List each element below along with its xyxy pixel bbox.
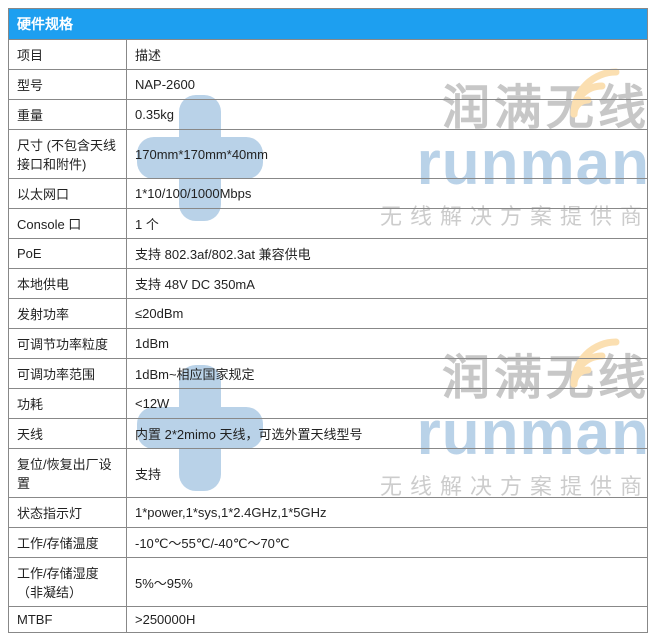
spec-value: 1*10/100/1000Mbps <box>127 179 648 209</box>
table-row: MTBF>250000H <box>9 607 648 633</box>
table-row: 以太网口1*10/100/1000Mbps <box>9 179 648 209</box>
spec-label: 型号 <box>9 70 127 100</box>
col-value: 描述 <box>127 40 648 70</box>
spec-label: 以太网口 <box>9 179 127 209</box>
table-row: 本地供电支持 48V DC 350mA <box>9 269 648 299</box>
spec-value: <12W <box>127 389 648 419</box>
spec-value: 1dBm <box>127 329 648 359</box>
spec-value: 支持 802.3af/802.3at 兼容供电 <box>127 239 648 269</box>
spec-label: 功耗 <box>9 389 127 419</box>
spec-label: 复位/恢复出厂设置 <box>9 449 127 498</box>
table-row: 功耗<12W <box>9 389 648 419</box>
spec-value: 1dBm~相应国家规定 <box>127 359 648 389</box>
spec-label: 状态指示灯 <box>9 498 127 528</box>
table-row: 复位/恢复出厂设置支持 <box>9 449 648 498</box>
spec-value: 1 个 <box>127 209 648 239</box>
spec-value: 0.35kg <box>127 100 648 130</box>
spec-value: NAP-2600 <box>127 70 648 100</box>
spec-label: Console 口 <box>9 209 127 239</box>
table-row: 工作/存储湿度（非凝结）5%～95% <box>9 558 648 607</box>
table-row: PoE支持 802.3af/802.3at 兼容供电 <box>9 239 648 269</box>
spec-label: 重量 <box>9 100 127 130</box>
table-row: 尺寸 (不包含天线接口和附件)170mm*170mm*40mm <box>9 130 648 179</box>
table-row: 天线 内置 2*2mimo 天线，可选外置天线型号 <box>9 419 648 449</box>
table-header-row: 硬件规格 <box>9 9 648 40</box>
table-row: 重量0.35kg <box>9 100 648 130</box>
spec-label: 可调节功率粒度 <box>9 329 127 359</box>
spec-label: 天线 <box>9 419 127 449</box>
spec-value: 支持 <box>127 449 648 498</box>
spec-value: -10℃～55℃/-40℃～70℃ <box>127 528 648 558</box>
spec-label: MTBF <box>9 607 127 633</box>
spec-label: 尺寸 (不包含天线接口和附件) <box>9 130 127 179</box>
table-row: 型号NAP-2600 <box>9 70 648 100</box>
table-row: 项目 描述 <box>9 40 648 70</box>
spec-label: 发射功率 <box>9 299 127 329</box>
spec-label: 工作/存储温度 <box>9 528 127 558</box>
hardware-spec-table: 硬件规格 项目 描述 型号NAP-2600重量0.35kg尺寸 (不包含天线接口… <box>8 8 648 633</box>
spec-label: 可调功率范围 <box>9 359 127 389</box>
spec-value: 170mm*170mm*40mm <box>127 130 648 179</box>
spec-value: >250000H <box>127 607 648 633</box>
table-row: Console 口1 个 <box>9 209 648 239</box>
spec-value: ≤20dBm <box>127 299 648 329</box>
spec-label: PoE <box>9 239 127 269</box>
table-row: 状态指示灯1*power,1*sys,1*2.4GHz,1*5GHz <box>9 498 648 528</box>
spec-value: 支持 48V DC 350mA <box>127 269 648 299</box>
table-row: 可调节功率粒度1dBm <box>9 329 648 359</box>
table-row: 工作/存储温度 -10℃～55℃/-40℃～70℃ <box>9 528 648 558</box>
spec-label: 工作/存储湿度（非凝结） <box>9 558 127 607</box>
spec-value: 5%～95% <box>127 558 648 607</box>
spec-value: 内置 2*2mimo 天线，可选外置天线型号 <box>127 419 648 449</box>
table-row: 发射功率≤20dBm <box>9 299 648 329</box>
spec-value: 1*power,1*sys,1*2.4GHz,1*5GHz <box>127 498 648 528</box>
spec-label: 本地供电 <box>9 269 127 299</box>
table-title: 硬件规格 <box>9 9 648 40</box>
table-row: 可调功率范围1dBm~相应国家规定 <box>9 359 648 389</box>
col-label: 项目 <box>9 40 127 70</box>
